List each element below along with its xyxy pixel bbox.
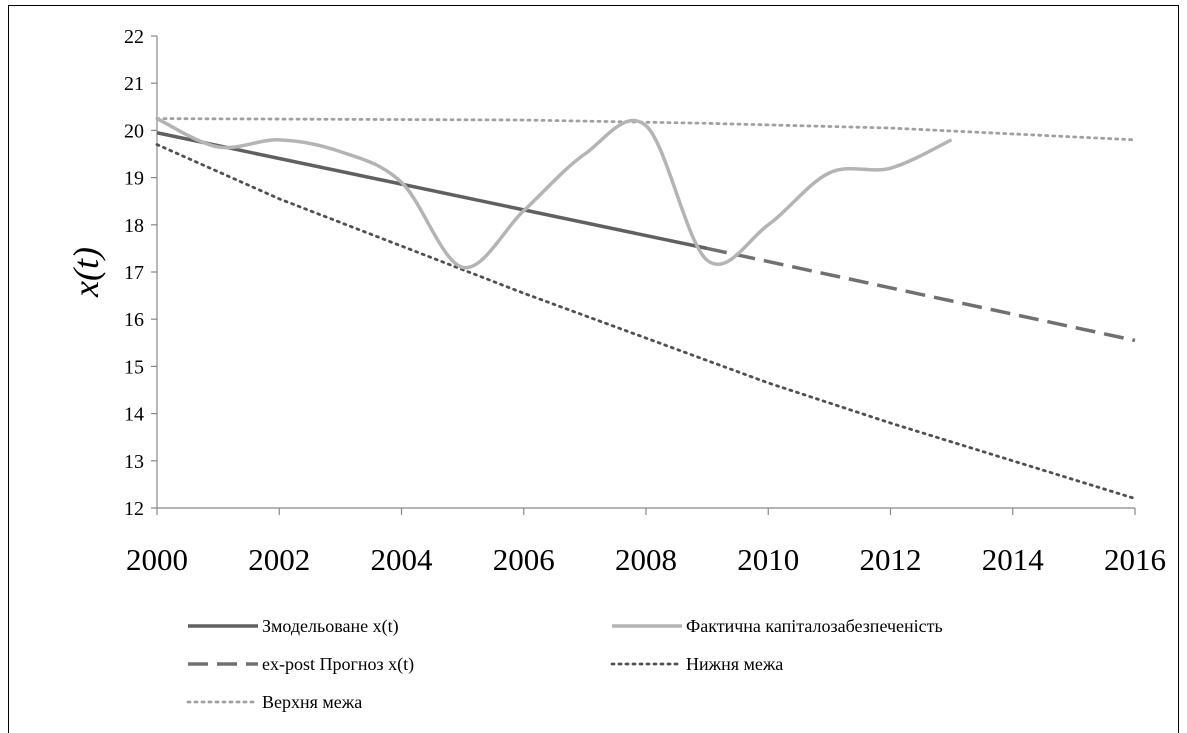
x-tick-label: 2016 [1104,542,1166,577]
y-tick-label: 18 [124,215,144,237]
legend-label: Змодельоване x(t) [262,616,399,637]
y-tick-label: 15 [124,356,144,378]
y-axis-label: x(t) [66,247,106,298]
y-tick-label: 19 [124,168,144,190]
legend-label: ex-post Прогноз x(t) [262,654,414,675]
x-tick-label: 2004 [371,542,434,577]
x-tick-label: 2000 [126,542,188,577]
x-tick-label: 2010 [737,542,799,577]
series-line-1 [156,131,708,251]
chart-frame [8,5,1179,733]
y-tick-label: 20 [124,120,144,142]
y-tick-label: 16 [124,309,144,331]
x-tick-label: 2006 [493,542,555,577]
y-tick-label: 14 [124,404,144,426]
y-tick-label: 17 [124,262,144,284]
legend-label: Нижня межа [686,654,783,674]
x-tick-label: 2014 [982,542,1045,577]
x-tick-label: 2012 [860,542,922,577]
series-line-2 [156,117,953,270]
legend-label: Фактична капіталозабезпеченість [686,616,943,636]
y-tick-label: 22 [124,26,144,48]
y-tick-label: 12 [124,498,144,520]
series-layer [155,117,1137,500]
legend: Змодельоване x(t) Фактична капіталозабезп… [186,616,943,712]
series-line-3 [706,246,1136,343]
axes: 12 13 14 15 16 17 18 19 20 21 22 2000 2002 2004 2006 20… [124,26,1166,577]
legend-label: Верхня межа [262,692,362,712]
x-tick-label: 2008 [615,542,677,577]
y-tick-label: 21 [124,73,144,95]
series-line-5 [155,117,1137,142]
y-tick-label: 13 [124,451,144,473]
x-tick-label: 2002 [248,542,310,577]
series-line-4 [155,143,1137,500]
